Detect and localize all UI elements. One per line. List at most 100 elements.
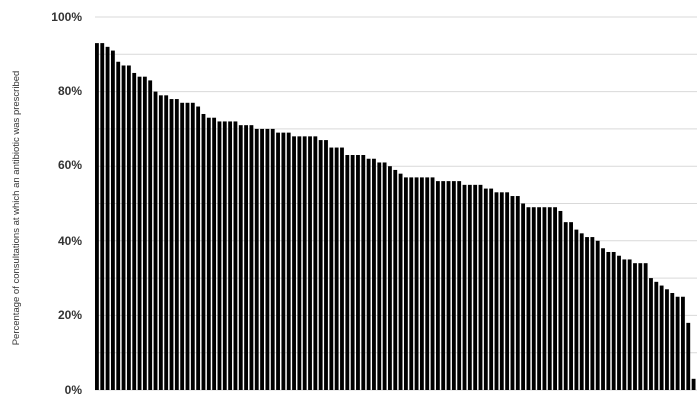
bar-7	[126, 65, 131, 391]
bar-27	[233, 121, 238, 390]
bar-63	[425, 177, 430, 390]
bar-96	[601, 248, 605, 390]
bar-4	[110, 50, 115, 390]
bar-18	[185, 102, 190, 390]
bar-35	[276, 132, 280, 390]
bar-57	[393, 169, 398, 390]
bar-68	[451, 181, 456, 390]
bar-24	[217, 121, 222, 390]
bar-44	[324, 140, 328, 390]
bar-17	[180, 102, 185, 390]
bar-78	[505, 192, 510, 390]
bar-74	[483, 188, 488, 390]
bar-87	[553, 207, 557, 390]
bar-97	[606, 251, 611, 390]
y-tick-label-0: 0%	[65, 383, 83, 396]
bar-67	[446, 181, 451, 390]
bar-36	[281, 132, 286, 390]
bar-110	[675, 296, 680, 390]
bar-49	[350, 155, 355, 390]
bar-52	[366, 158, 371, 390]
bar-13	[158, 95, 163, 390]
y-tick-label-100: 100%	[51, 10, 82, 24]
bar-34	[270, 128, 275, 390]
bar-23	[212, 117, 217, 391]
bar-90	[569, 222, 573, 390]
bar-37	[286, 132, 291, 390]
y-tick-label-40: 40%	[58, 234, 82, 248]
bar-16	[174, 99, 179, 390]
bar-59	[403, 177, 408, 390]
bar-15	[169, 99, 174, 390]
bar-61	[414, 177, 419, 390]
bar-12	[153, 91, 158, 390]
bar-10	[142, 76, 147, 391]
bar-109	[670, 293, 675, 390]
bar-112	[686, 322, 691, 390]
bar-21	[201, 113, 206, 390]
y-tick-label-80: 80%	[58, 84, 82, 98]
bar-8	[132, 72, 137, 390]
bar-60	[409, 177, 414, 390]
bar-43	[318, 140, 323, 390]
bar-98	[611, 251, 616, 390]
bar-20	[196, 106, 201, 391]
bars	[95, 43, 696, 391]
bar-84	[537, 207, 542, 390]
bar-69	[457, 181, 462, 390]
y-tick-label-20: 20%	[58, 308, 82, 322]
bar-31	[254, 128, 259, 390]
bar-28	[238, 125, 243, 391]
bar-64	[430, 177, 435, 390]
bar-26	[228, 121, 233, 390]
bar-32	[260, 128, 264, 390]
bar-105	[649, 278, 653, 390]
bar-111	[681, 296, 685, 390]
bar-14	[164, 95, 169, 390]
bar-2	[100, 43, 105, 391]
bar-55	[382, 162, 387, 390]
bar-54	[377, 162, 382, 390]
bar-9	[137, 76, 142, 391]
bar-71	[467, 184, 472, 390]
bar-75	[489, 188, 494, 390]
bar-33	[265, 128, 270, 390]
bar-46	[334, 147, 339, 390]
bar-92	[579, 233, 584, 390]
bar-72	[473, 184, 478, 390]
bar-38	[292, 136, 296, 390]
bar-50	[356, 155, 360, 390]
bar-41	[308, 136, 312, 390]
bar-103	[638, 263, 643, 390]
bar-39	[297, 136, 302, 390]
bar-79	[510, 196, 515, 390]
y-tick-label-60: 60%	[58, 158, 82, 172]
bar-91	[574, 229, 579, 390]
bar-88	[558, 210, 563, 390]
bar-40	[302, 136, 307, 390]
bar-83	[531, 207, 536, 390]
bar-70	[462, 184, 467, 390]
bar-22	[206, 117, 211, 391]
bar-100	[622, 259, 627, 390]
bar-1	[95, 43, 99, 391]
bar-107	[659, 285, 664, 390]
bar-30	[249, 125, 254, 391]
bar-58	[398, 173, 403, 390]
bar-3	[105, 46, 110, 391]
bar-95	[595, 240, 600, 390]
bar-89	[563, 222, 568, 390]
y-axis-ticks: 0% 20% 40% 60% 80% 100%	[51, 10, 82, 396]
bar-5	[116, 61, 121, 390]
bar-45	[329, 147, 334, 390]
bar-94	[590, 237, 595, 390]
bar-104	[643, 263, 648, 390]
bar-19	[190, 102, 195, 390]
bar-86	[547, 207, 552, 390]
bar-65	[435, 181, 440, 390]
bar-6	[121, 65, 126, 391]
bar-48	[345, 155, 350, 390]
bar-25	[222, 121, 227, 390]
bar-62	[419, 177, 424, 390]
bar-93	[585, 237, 589, 390]
